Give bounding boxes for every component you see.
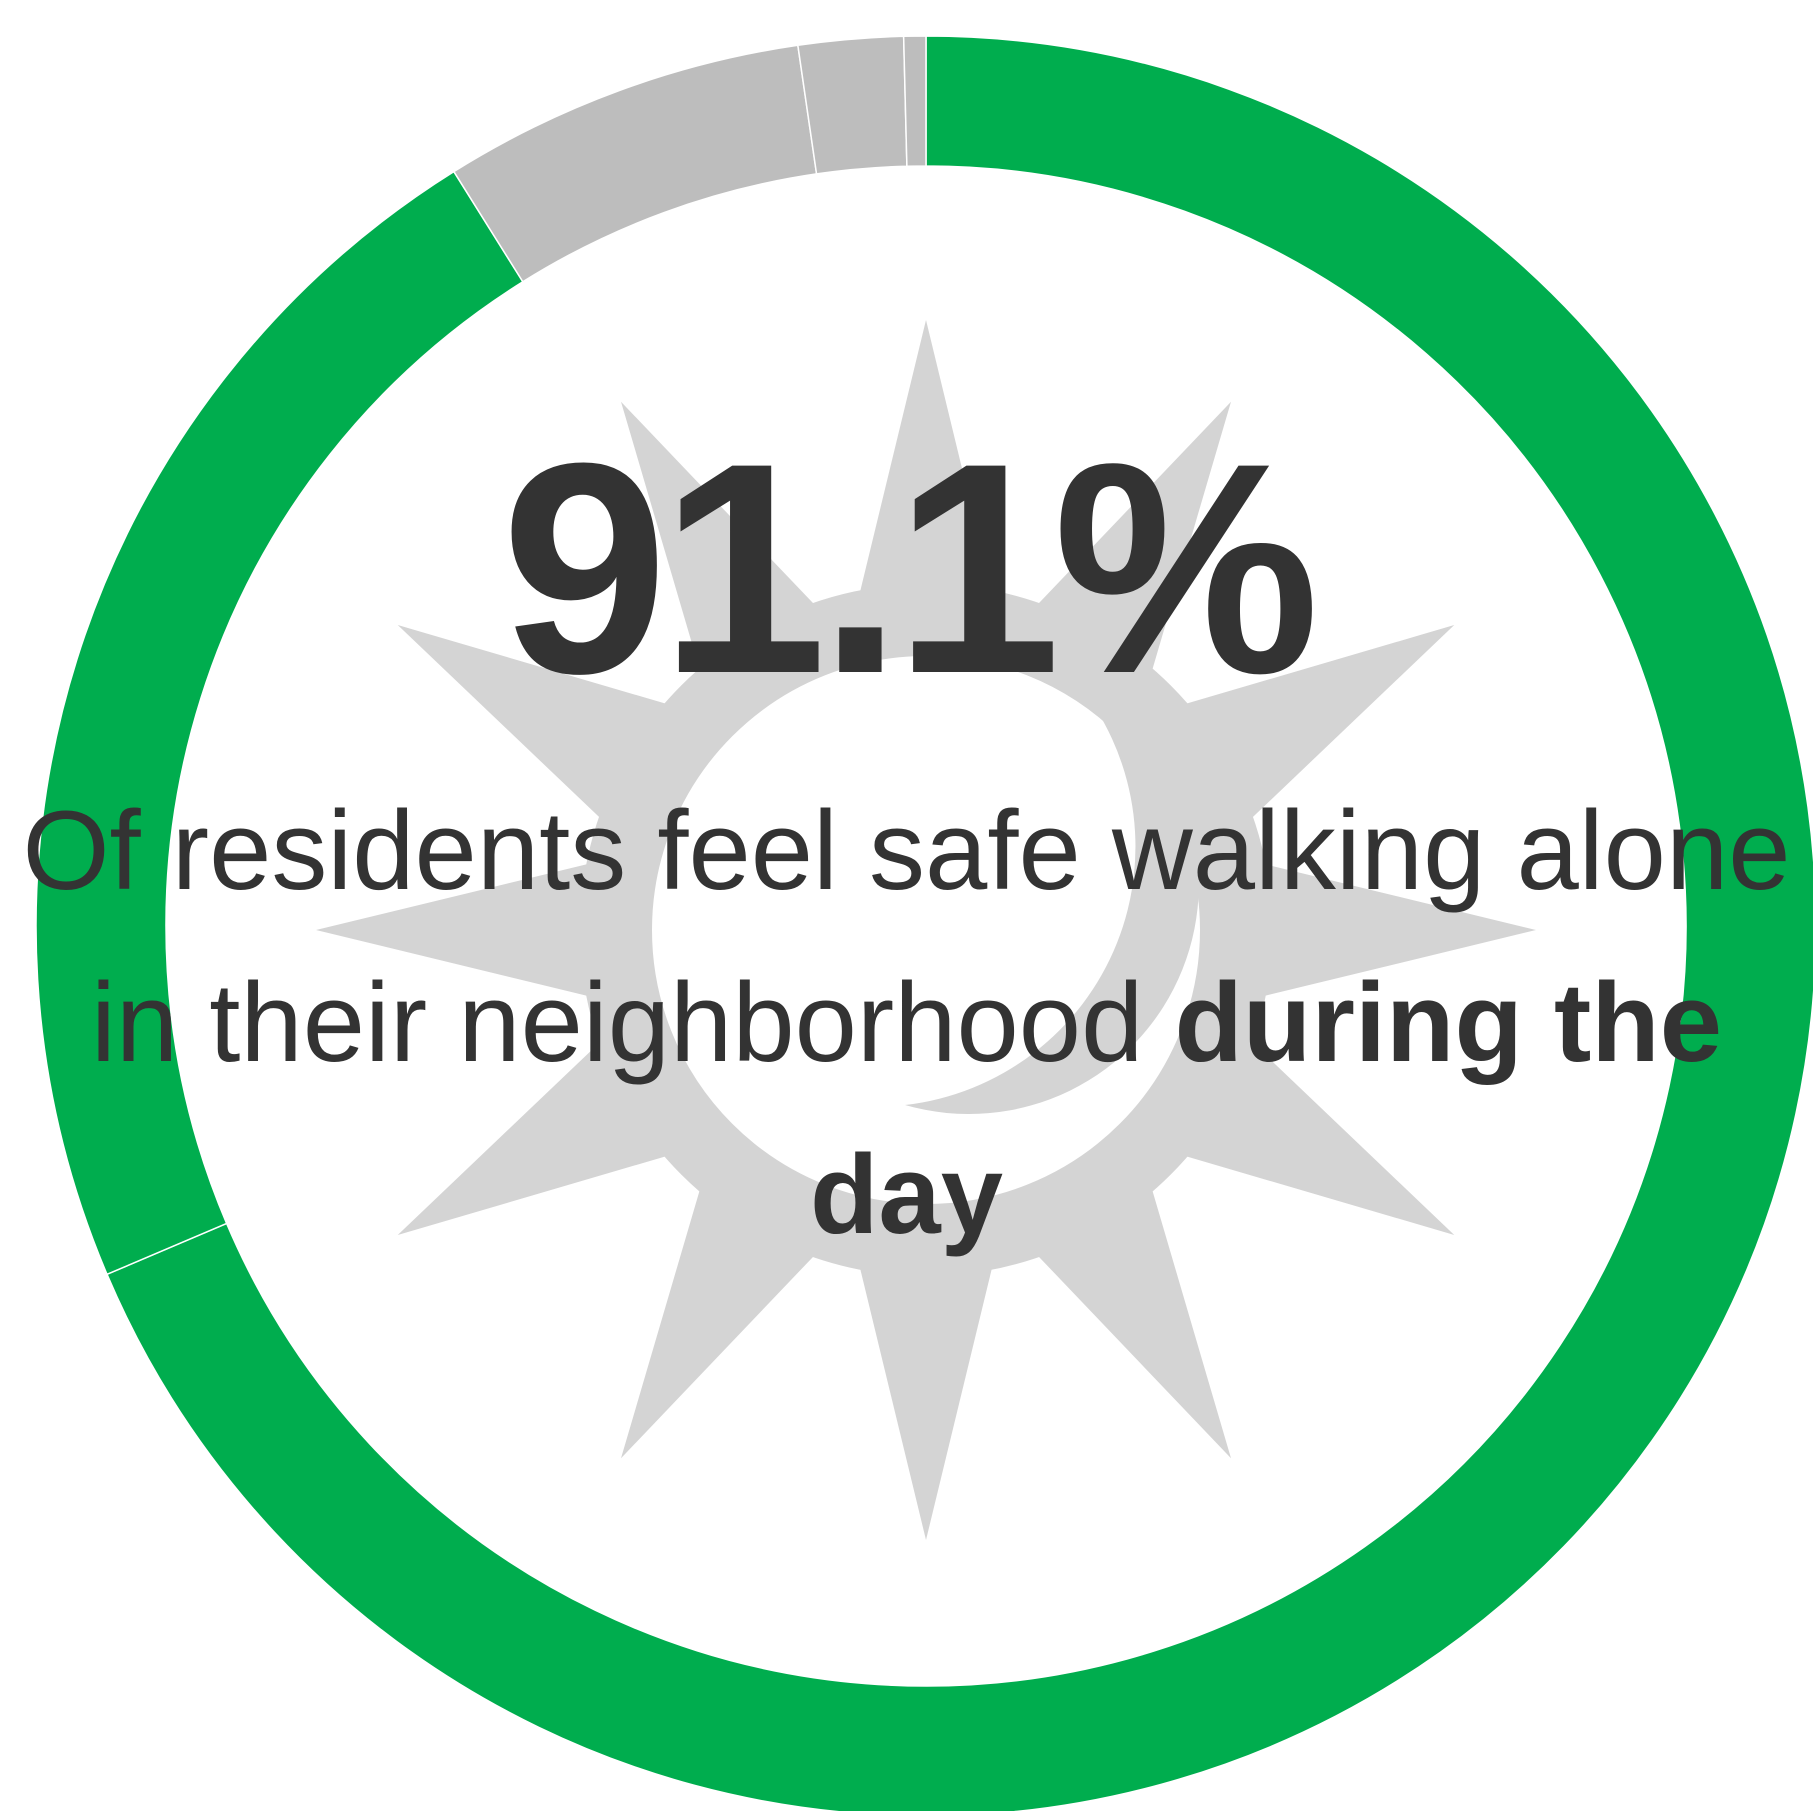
sun-ring [580,584,1272,1276]
sun-ray [1038,1190,1231,1459]
caption-text: Of residents feel safe walking alone in … [22,788,1791,1085]
donut-slices [35,35,1813,1811]
sun-ray [397,1042,666,1235]
sun-ray [621,401,814,670]
sun-crescent [905,680,1199,1115]
sun-ray [860,1268,992,1540]
donut-slice-3 [452,44,818,283]
donut-slice-2 [35,170,524,1276]
headline-value: 91.1% [501,400,1320,736]
caption-emphasis: during the day [810,960,1722,1257]
sun-ray [860,320,992,592]
sun-ray [1038,401,1231,670]
headline-caption: Of residents feel safe walking alone in … [0,765,1813,1281]
donut-slice-5 [902,35,927,168]
sun-icon [316,320,1536,1540]
sun-ray [1186,625,1455,818]
sun-ray [1264,864,1536,996]
sun-ray [397,625,666,818]
donut-slice-1 [106,35,1813,1811]
sun-ray [316,864,588,996]
donut-slice-4 [796,35,908,175]
sun-ray [1186,1042,1455,1235]
sun-ray [621,1190,814,1459]
